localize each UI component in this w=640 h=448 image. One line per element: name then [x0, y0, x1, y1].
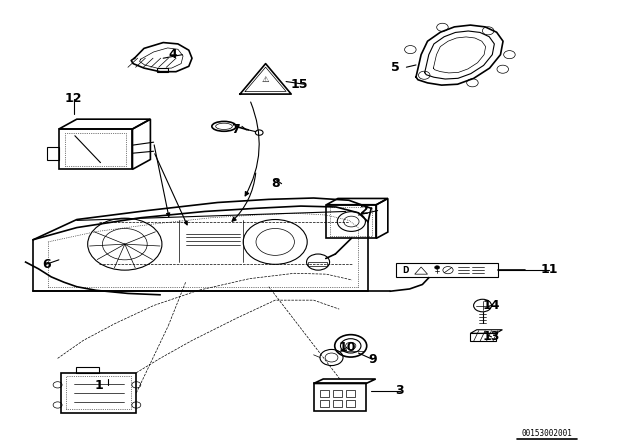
Bar [308, 262, 327, 266]
Text: 5: 5 [391, 60, 400, 74]
Bar [66, 376, 131, 409]
Text: 12: 12 [65, 92, 83, 105]
Bar [320, 400, 329, 407]
Text: 2: 2 [360, 204, 369, 217]
Text: 3: 3 [396, 384, 404, 397]
Bar [314, 383, 366, 411]
Circle shape [435, 266, 440, 269]
Bar [61, 373, 136, 413]
Bar [320, 390, 329, 397]
Bar [59, 129, 132, 169]
Bar [333, 400, 342, 407]
Text: 00153002001: 00153002001 [522, 429, 573, 438]
Bar [346, 390, 355, 397]
Text: 7: 7 [231, 123, 240, 137]
Bar [326, 205, 376, 238]
Text: 10: 10 [338, 340, 356, 354]
Text: 4: 4 [168, 48, 177, 61]
Text: 14: 14 [483, 299, 500, 312]
Text: ⚠: ⚠ [262, 75, 269, 84]
Text: 13: 13 [483, 330, 500, 344]
Bar [47, 147, 59, 160]
Bar [157, 68, 168, 72]
Text: 8: 8 [271, 177, 280, 190]
Text: 11: 11 [540, 263, 558, 276]
Text: 6: 6 [42, 258, 51, 271]
Bar [76, 367, 99, 373]
Text: 15: 15 [291, 78, 308, 91]
Bar [346, 400, 355, 407]
Bar [333, 390, 342, 397]
Bar [396, 263, 498, 277]
Bar [65, 133, 126, 166]
Bar [470, 333, 496, 341]
Text: 9: 9 [368, 353, 377, 366]
Bar [330, 207, 372, 236]
Text: 1: 1 [95, 379, 104, 392]
Text: D: D [402, 266, 408, 275]
